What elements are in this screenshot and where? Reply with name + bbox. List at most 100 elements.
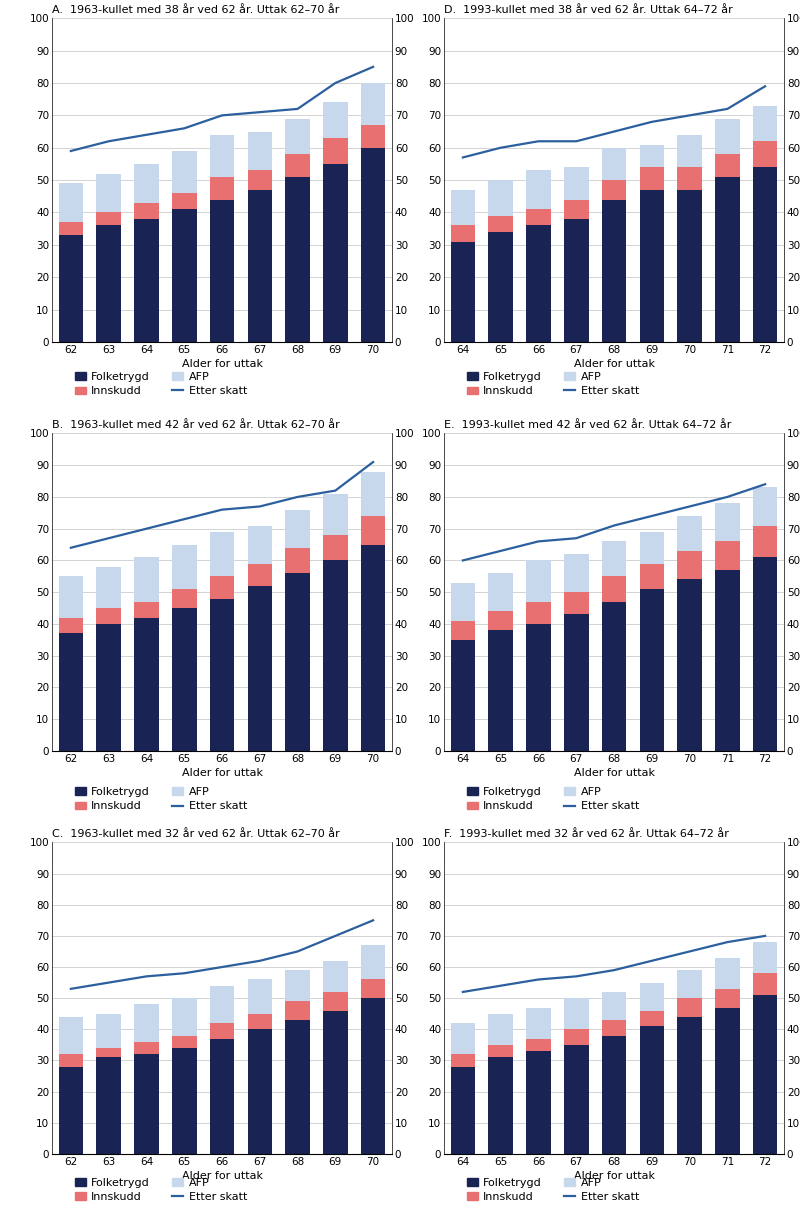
Bar xyxy=(96,173,121,212)
Bar xyxy=(323,991,348,1011)
Legend: Folketrygd, Innskudd, AFP, Etter skatt: Folketrygd, Innskudd, AFP, Etter skatt xyxy=(74,372,247,397)
Bar xyxy=(678,971,702,999)
Bar xyxy=(96,212,121,226)
X-axis label: Alder for uttak: Alder for uttak xyxy=(182,768,262,778)
Bar xyxy=(564,219,589,342)
Bar xyxy=(602,148,626,179)
Bar xyxy=(286,154,310,177)
Bar xyxy=(564,1045,589,1154)
Bar xyxy=(134,1054,158,1154)
Bar xyxy=(210,576,234,598)
Bar xyxy=(247,586,272,751)
Bar xyxy=(526,1051,550,1154)
Bar xyxy=(58,634,83,751)
Bar xyxy=(678,134,702,167)
Bar xyxy=(247,171,272,189)
Bar xyxy=(678,999,702,1017)
Bar xyxy=(526,624,550,751)
Bar xyxy=(488,1057,513,1154)
Bar xyxy=(488,179,513,216)
Bar xyxy=(323,164,348,342)
Bar xyxy=(172,1035,197,1048)
Bar xyxy=(639,167,664,189)
Bar xyxy=(172,589,197,608)
Bar xyxy=(247,525,272,564)
Bar xyxy=(678,516,702,551)
X-axis label: Alder for uttak: Alder for uttak xyxy=(574,1171,654,1181)
Text: B.  1963-kullet med 42 år ved 62 år. Uttak 62–70 år: B. 1963-kullet med 42 år ved 62 år. Utta… xyxy=(52,420,340,430)
Bar xyxy=(210,1023,234,1039)
X-axis label: Alder for uttak: Alder for uttak xyxy=(574,768,654,778)
Bar xyxy=(639,532,664,564)
Legend: Folketrygd, Innskudd, AFP, Etter skatt: Folketrygd, Innskudd, AFP, Etter skatt xyxy=(466,788,639,812)
Bar xyxy=(134,602,158,618)
Bar xyxy=(602,1020,626,1035)
Bar xyxy=(564,554,589,592)
Legend: Folketrygd, Innskudd, AFP, Etter skatt: Folketrygd, Innskudd, AFP, Etter skatt xyxy=(466,1178,639,1203)
Bar xyxy=(753,943,778,973)
Bar xyxy=(134,1005,158,1042)
Bar xyxy=(134,557,158,602)
Bar xyxy=(247,1013,272,1029)
Bar xyxy=(210,177,234,199)
Bar xyxy=(602,541,626,576)
Bar xyxy=(58,618,83,634)
Bar xyxy=(715,570,740,751)
Bar xyxy=(526,560,550,602)
Bar xyxy=(172,1048,197,1154)
Bar xyxy=(361,125,386,148)
Bar xyxy=(58,222,83,236)
Legend: Folketrygd, Innskudd, AFP, Etter skatt: Folketrygd, Innskudd, AFP, Etter skatt xyxy=(74,788,247,812)
Bar xyxy=(488,630,513,751)
Bar xyxy=(361,148,386,342)
Bar xyxy=(247,132,272,171)
Bar xyxy=(753,142,778,167)
Bar xyxy=(134,1042,158,1054)
Bar xyxy=(678,167,702,189)
Bar xyxy=(96,624,121,751)
Bar xyxy=(639,589,664,751)
Bar xyxy=(96,1057,121,1154)
Bar xyxy=(526,1007,550,1039)
Bar xyxy=(602,576,626,602)
Bar xyxy=(361,945,386,979)
Bar xyxy=(210,199,234,342)
Bar xyxy=(323,961,348,991)
Text: A.  1963-kullet med 38 år ved 62 år. Uttak 62–70 år: A. 1963-kullet med 38 år ved 62 år. Utta… xyxy=(52,5,339,15)
Bar xyxy=(639,983,664,1011)
Bar xyxy=(96,1048,121,1057)
Bar xyxy=(526,171,550,209)
Bar xyxy=(323,535,348,560)
Bar xyxy=(361,471,386,516)
Bar xyxy=(715,541,740,570)
Bar xyxy=(286,573,310,751)
Bar xyxy=(639,564,664,589)
Bar xyxy=(564,614,589,751)
Bar xyxy=(323,138,348,164)
X-axis label: Alder for uttak: Alder for uttak xyxy=(182,1171,262,1181)
Bar xyxy=(753,106,778,142)
Bar xyxy=(323,560,348,751)
Bar xyxy=(526,226,550,342)
Bar xyxy=(96,1013,121,1048)
Bar xyxy=(58,183,83,222)
Bar xyxy=(361,979,386,999)
Bar xyxy=(715,957,740,989)
Bar xyxy=(488,1013,513,1045)
Bar xyxy=(753,557,778,751)
Text: E.  1993-kullet med 42 år ved 62 år. Uttak 64–72 år: E. 1993-kullet med 42 år ved 62 år. Utta… xyxy=(444,420,731,430)
Bar xyxy=(323,1011,348,1154)
Bar xyxy=(286,1001,310,1020)
Bar xyxy=(247,189,272,342)
Bar xyxy=(286,118,310,154)
Bar xyxy=(323,493,348,535)
Bar xyxy=(286,971,310,1001)
Bar xyxy=(678,580,702,751)
Text: F.  1993-kullet med 32 år ved 62 år. Uttak 64–72 år: F. 1993-kullet med 32 år ved 62 år. Utta… xyxy=(444,829,729,839)
Bar xyxy=(172,209,197,342)
Bar xyxy=(134,618,158,751)
Bar xyxy=(172,545,197,589)
Bar xyxy=(715,118,740,154)
Bar xyxy=(450,1067,475,1154)
Legend: Folketrygd, Innskudd, AFP, Etter skatt: Folketrygd, Innskudd, AFP, Etter skatt xyxy=(466,372,639,397)
